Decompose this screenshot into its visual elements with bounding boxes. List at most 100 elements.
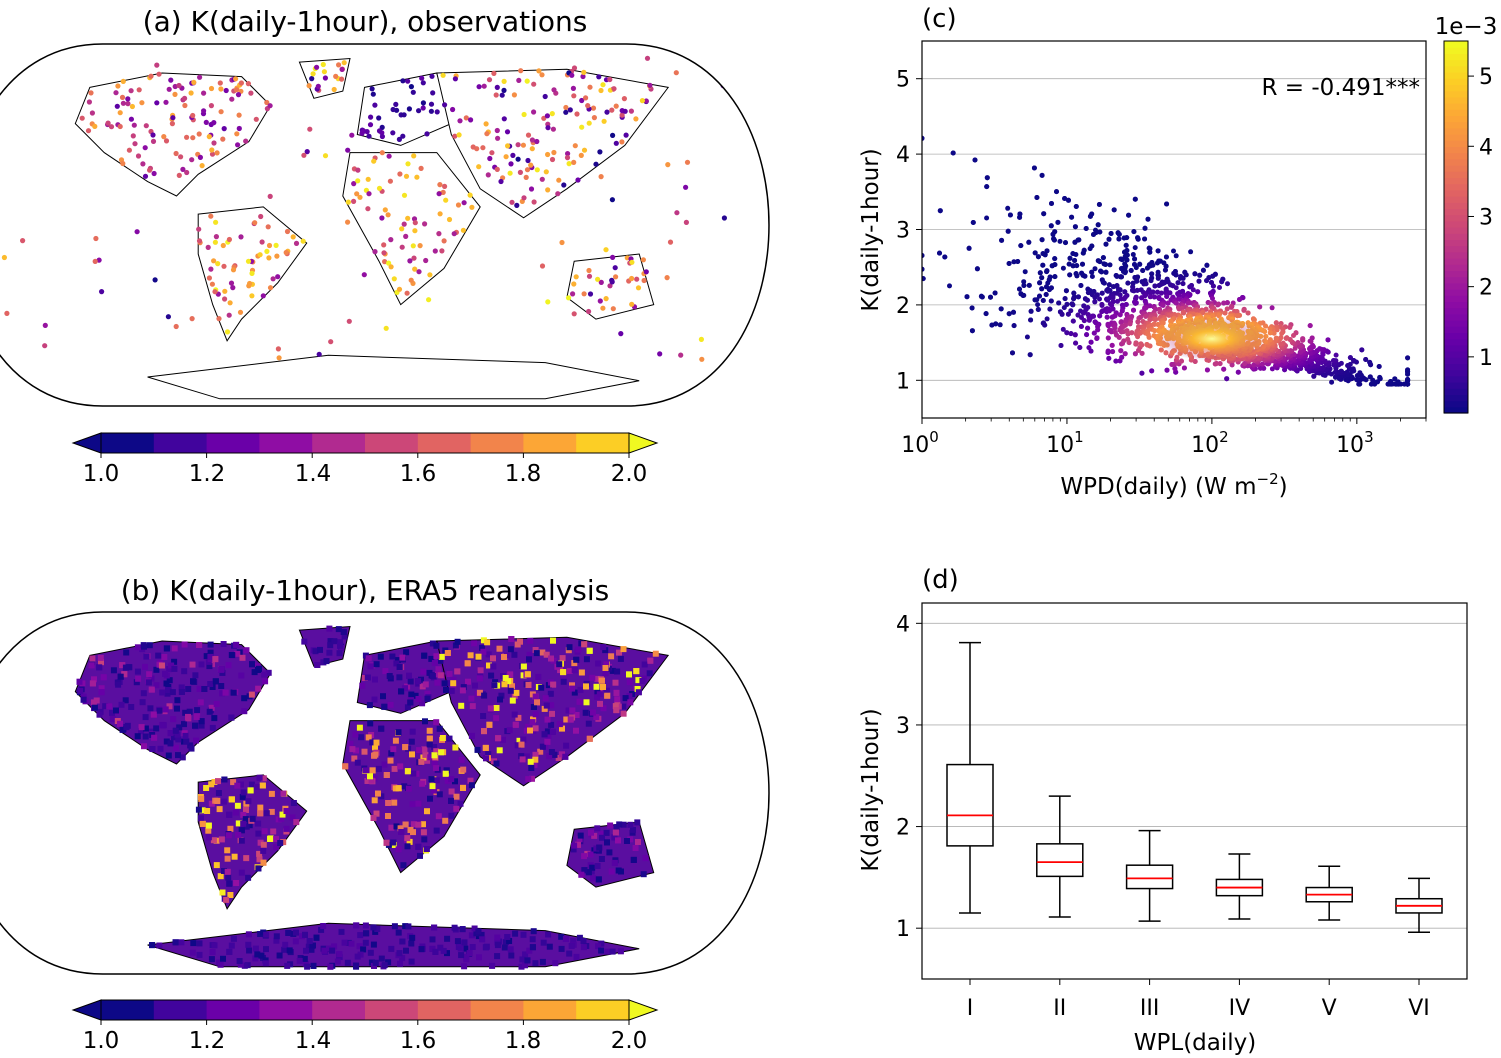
station-point	[235, 92, 242, 98]
map-b-world	[74, 625, 670, 970]
grid-cell	[382, 668, 389, 675]
grid-cell	[404, 843, 411, 850]
grid-cell	[153, 725, 160, 732]
grid-cell	[475, 928, 482, 935]
station-point	[613, 103, 619, 109]
grid-cell	[494, 934, 501, 941]
scatter-point	[1376, 364, 1382, 369]
grid-cell	[600, 705, 607, 712]
station-point	[460, 227, 466, 233]
grid-cell	[529, 936, 536, 943]
scatter-point	[1116, 236, 1122, 242]
scatter-point	[1190, 287, 1196, 293]
grid-cell	[262, 678, 269, 685]
grid-cell	[409, 801, 416, 808]
scatter-point	[1287, 324, 1293, 330]
grid-cell	[80, 693, 87, 700]
map-a-world	[1, 55, 728, 400]
grid-cell	[617, 948, 624, 955]
scatter-point	[1059, 311, 1065, 317]
scatter-point	[999, 237, 1005, 243]
station-point	[372, 102, 378, 108]
grid-cell	[481, 728, 487, 735]
grid-cell	[532, 756, 539, 763]
grid-cell	[135, 675, 142, 682]
grid-cell	[247, 787, 254, 794]
station-point	[283, 249, 289, 256]
station-point	[379, 133, 385, 140]
scatter-point	[1105, 335, 1111, 341]
grid-cell	[145, 679, 152, 686]
grid-cell	[598, 856, 605, 862]
grid-cell	[578, 871, 585, 878]
colorbar-segment	[417, 1000, 472, 1020]
grid-cell	[433, 642, 440, 649]
station-point	[440, 189, 446, 195]
grid-cell	[89, 680, 96, 687]
scatter-point	[1142, 236, 1148, 242]
grid-cell	[96, 664, 103, 671]
station-point	[208, 85, 215, 92]
grid-cell	[178, 689, 185, 695]
scatter-point	[1125, 336, 1131, 342]
grid-cell	[421, 836, 428, 843]
grid-cell	[230, 935, 237, 942]
scatter-point	[1032, 250, 1038, 256]
grid-cell	[157, 745, 164, 752]
scatter-point	[1131, 307, 1136, 313]
station-point	[147, 167, 153, 173]
scatter-point	[1080, 250, 1086, 256]
grid-cell	[415, 800, 422, 807]
grid-cell	[466, 950, 473, 957]
grid-cell	[241, 695, 248, 702]
grid-cell	[396, 664, 403, 670]
grid-cell	[258, 952, 265, 959]
grid-cell	[582, 709, 589, 716]
grid-cell	[468, 782, 475, 789]
grid-cell	[526, 651, 533, 658]
scatter-point	[1388, 379, 1394, 384]
scatter-point	[1091, 232, 1096, 237]
grid-cell	[422, 751, 429, 758]
scatter-point	[1347, 355, 1353, 361]
grid-cell	[238, 869, 245, 876]
scatter-point	[1392, 376, 1398, 382]
grid-cell	[397, 763, 404, 770]
grid-cell	[371, 696, 378, 703]
scatter-point	[1108, 329, 1114, 335]
station-point	[643, 269, 649, 275]
station-point	[249, 270, 255, 276]
scatter-point	[1210, 296, 1215, 301]
station-point	[426, 297, 432, 303]
grid-cell	[391, 923, 398, 930]
grid-cell	[559, 655, 566, 662]
grid-cell	[203, 785, 210, 791]
grid-cell	[612, 829, 619, 836]
scatter-point	[993, 321, 999, 327]
scatter-point	[1325, 337, 1331, 343]
grid-cell	[128, 704, 135, 710]
scatter-point	[1405, 377, 1411, 382]
station-point	[586, 273, 593, 279]
station-point	[189, 157, 195, 163]
grid-cell	[370, 941, 377, 948]
station-point	[609, 197, 616, 203]
scatter-point	[1117, 292, 1123, 298]
station-point	[570, 85, 577, 91]
grid-cell	[406, 672, 412, 679]
grid-cell	[198, 661, 205, 668]
grid-cell	[282, 941, 289, 948]
station-point	[598, 87, 604, 94]
station-point	[170, 115, 176, 121]
grid-cell	[426, 741, 433, 748]
grid-cell	[408, 940, 415, 947]
station-point	[416, 108, 422, 114]
grid-cell	[545, 733, 552, 740]
scatter-point	[1106, 236, 1112, 242]
grid-cell	[444, 777, 451, 784]
station-point	[368, 114, 374, 120]
grid-cell	[410, 821, 417, 828]
map-a-outline	[0, 43, 770, 407]
grid-cell	[222, 689, 229, 696]
scatter-point	[1147, 343, 1153, 349]
